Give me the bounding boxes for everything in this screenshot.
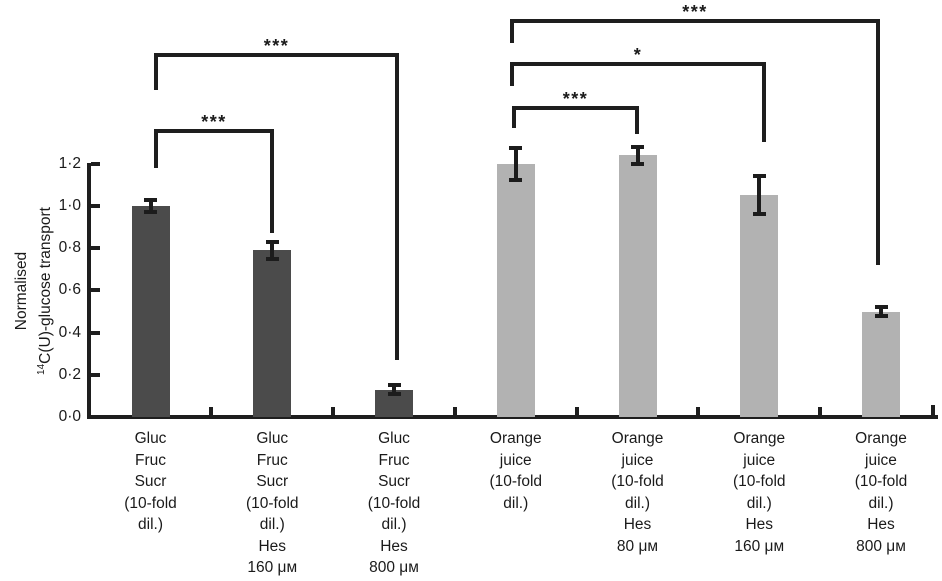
x-category-label: Orange juice (10-fold dil.) Hes 80 μᴍ <box>611 430 664 555</box>
x-axis-tick <box>696 407 701 415</box>
x-category-label: Orange juice (10-fold dil.) <box>489 430 543 512</box>
significance-bracket-bar <box>512 106 639 110</box>
x-category-label: Gluc Fruc Sucr (10-fold dil.) Hes 160 μᴍ <box>245 430 299 576</box>
error-bar-line <box>270 241 275 259</box>
error-bar-cap-top <box>265 239 279 244</box>
error-bar-cap-bottom <box>874 313 888 318</box>
significance-label: *** <box>263 36 290 56</box>
y-axis-title-line1: Normalised <box>13 251 30 331</box>
y-tick-label: 0·6 <box>58 281 81 299</box>
significance-bracket-left-drop <box>154 129 158 168</box>
significance-bracket-left-drop <box>154 53 158 90</box>
significance-bracket-bar <box>154 129 274 133</box>
error-bar-cap-bottom <box>752 212 766 217</box>
y-tick-label: 1·0 <box>58 197 81 214</box>
y-axis-tick <box>91 161 100 166</box>
x-category-label: Gluc Fruc Sucr (10-fold dil.) <box>124 430 177 533</box>
y-axis-tick <box>91 204 100 208</box>
error-bar-cap-bottom <box>265 256 279 261</box>
error-bar-line <box>392 385 396 394</box>
error-bar-cap-bottom <box>387 391 401 396</box>
bar <box>862 311 900 417</box>
error-bar-cap-top <box>387 383 401 388</box>
x-axis-tick <box>818 407 823 415</box>
error-bar-cap-bottom <box>144 210 157 215</box>
bar <box>253 250 292 417</box>
y-tick-label: 0·0 <box>58 408 81 425</box>
error-bar-cap-bottom <box>631 161 644 166</box>
x-axis-end-tick <box>931 405 935 415</box>
y-tick-label: 0·2 <box>58 365 81 383</box>
significance-bracket-bar <box>510 62 766 66</box>
significance-bracket-left-drop <box>512 106 516 128</box>
bar <box>618 155 657 417</box>
error-bar-cap-top <box>144 197 157 202</box>
significance-bracket-left-drop <box>510 62 514 86</box>
significance-bracket-bar <box>154 53 399 57</box>
error-bar-cap-top <box>509 145 523 150</box>
bar <box>131 206 170 417</box>
significance-bracket-right-drop <box>270 129 274 233</box>
x-category-label: Orange juice (10-fold dil.) Hes 800 μᴍ <box>854 430 908 555</box>
error-bar-line <box>879 307 883 316</box>
y-tick-label: 1·2 <box>58 154 81 172</box>
y-tick-label: 0·4 <box>58 323 81 341</box>
y-tick-label: 0·8 <box>58 239 81 257</box>
error-bar-cap-top <box>874 305 888 310</box>
error-bar-cap-top <box>752 174 766 179</box>
y-axis-tick <box>91 415 100 419</box>
x-axis-line <box>87 415 938 419</box>
y-axis-tick <box>91 330 100 335</box>
error-bar-cap-bottom <box>509 177 523 182</box>
significance-label: *** <box>201 112 227 132</box>
significance-label: *** <box>562 89 589 109</box>
error-bar-line <box>635 146 640 164</box>
error-bar-line <box>757 176 762 215</box>
x-axis-tick <box>331 407 336 415</box>
y-axis-tick <box>91 246 100 251</box>
error-bar-line <box>148 199 153 213</box>
y-axis-tick <box>91 288 100 293</box>
significance-bracket-bar <box>510 19 880 23</box>
significance-bracket-right-drop <box>635 106 639 134</box>
error-bar-line <box>513 147 518 180</box>
error-bar-cap-top <box>631 144 644 149</box>
x-axis-tick <box>574 407 579 415</box>
x-category-label: Orange juice (10-fold dil.) Hes 160 μᴍ <box>732 430 786 555</box>
x-axis-tick <box>209 407 214 415</box>
x-category-label: Gluc Fruc Sucr (10-fold dil.) Hes 800 μᴍ <box>367 430 421 576</box>
significance-bracket-right-drop <box>762 62 766 142</box>
significance-bracket-left-drop <box>510 19 514 43</box>
x-axis-tick <box>452 407 457 415</box>
significance-bracket-right-drop <box>395 53 399 360</box>
bar <box>496 163 535 417</box>
significance-bracket-right-drop <box>876 19 880 265</box>
y-axis-tick <box>91 372 100 377</box>
bar <box>740 195 779 417</box>
significance-label: *** <box>682 2 708 22</box>
significance-label: * <box>633 45 643 65</box>
y-axis-line <box>87 163 91 419</box>
